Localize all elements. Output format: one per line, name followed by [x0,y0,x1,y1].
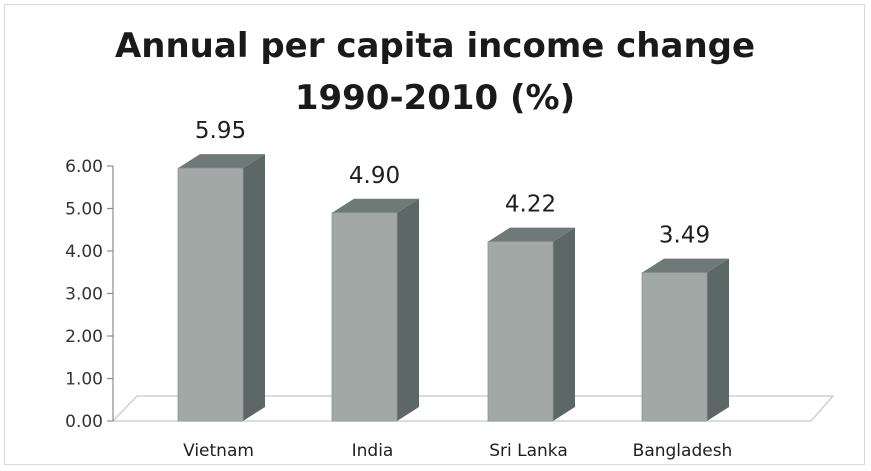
bar-front-face [487,241,554,422]
data-label: 4.22 [505,192,556,218]
bar-front-face [177,167,244,422]
y-tick-label: 6.00 [65,157,103,177]
bar-bangladesh [641,258,729,422]
bars [177,154,729,422]
category-labels: Vietnam India Sri Lanka Bangladesh [183,441,732,461]
category-label: Sri Lanka [489,441,568,461]
bar-side-face [553,227,575,421]
bar-side-face [707,258,729,421]
data-label: 5.95 [195,118,246,144]
category-label: Bangladesh [633,441,733,461]
bar-india [331,198,419,422]
category-label: India [352,441,394,461]
floor-back-edge [112,395,835,422]
bar-front-face [331,212,398,422]
y-tick-label: 1.00 [65,370,103,390]
bar-side-face [397,198,419,421]
category-label: Vietnam [183,441,254,461]
bar-top-face [642,258,729,273]
y-tick-label: 2.00 [65,327,103,347]
bar-top-face [488,227,575,242]
bar-top-face [332,198,419,213]
chart-frame: Annual per capita income change 1990-201… [4,4,865,465]
y-tick-label: 0.00 [65,412,103,432]
data-label: 3.49 [659,223,710,249]
bar-side-face [243,154,265,421]
bar-front-face [641,272,708,422]
data-label: 4.90 [349,163,400,189]
y-tick-label: 3.00 [65,285,103,305]
y-axis: 0.00 1.00 2.00 3.00 4.00 5.00 6.00 [65,157,114,432]
bar-vietnam [177,154,265,422]
bar-sri-lanka [487,227,575,422]
y-tick-label: 4.00 [65,242,103,262]
data-labels: 5.95 4.90 4.22 3.49 [195,118,710,249]
chart-title-line-2: 1990-2010 (%) [295,78,575,118]
y-tick-label: 5.00 [65,200,103,220]
bar-top-face [178,154,265,169]
chart-title-line-1: Annual per capita income change [115,26,755,66]
bar-chart: Annual per capita income change 1990-201… [65,26,835,461]
